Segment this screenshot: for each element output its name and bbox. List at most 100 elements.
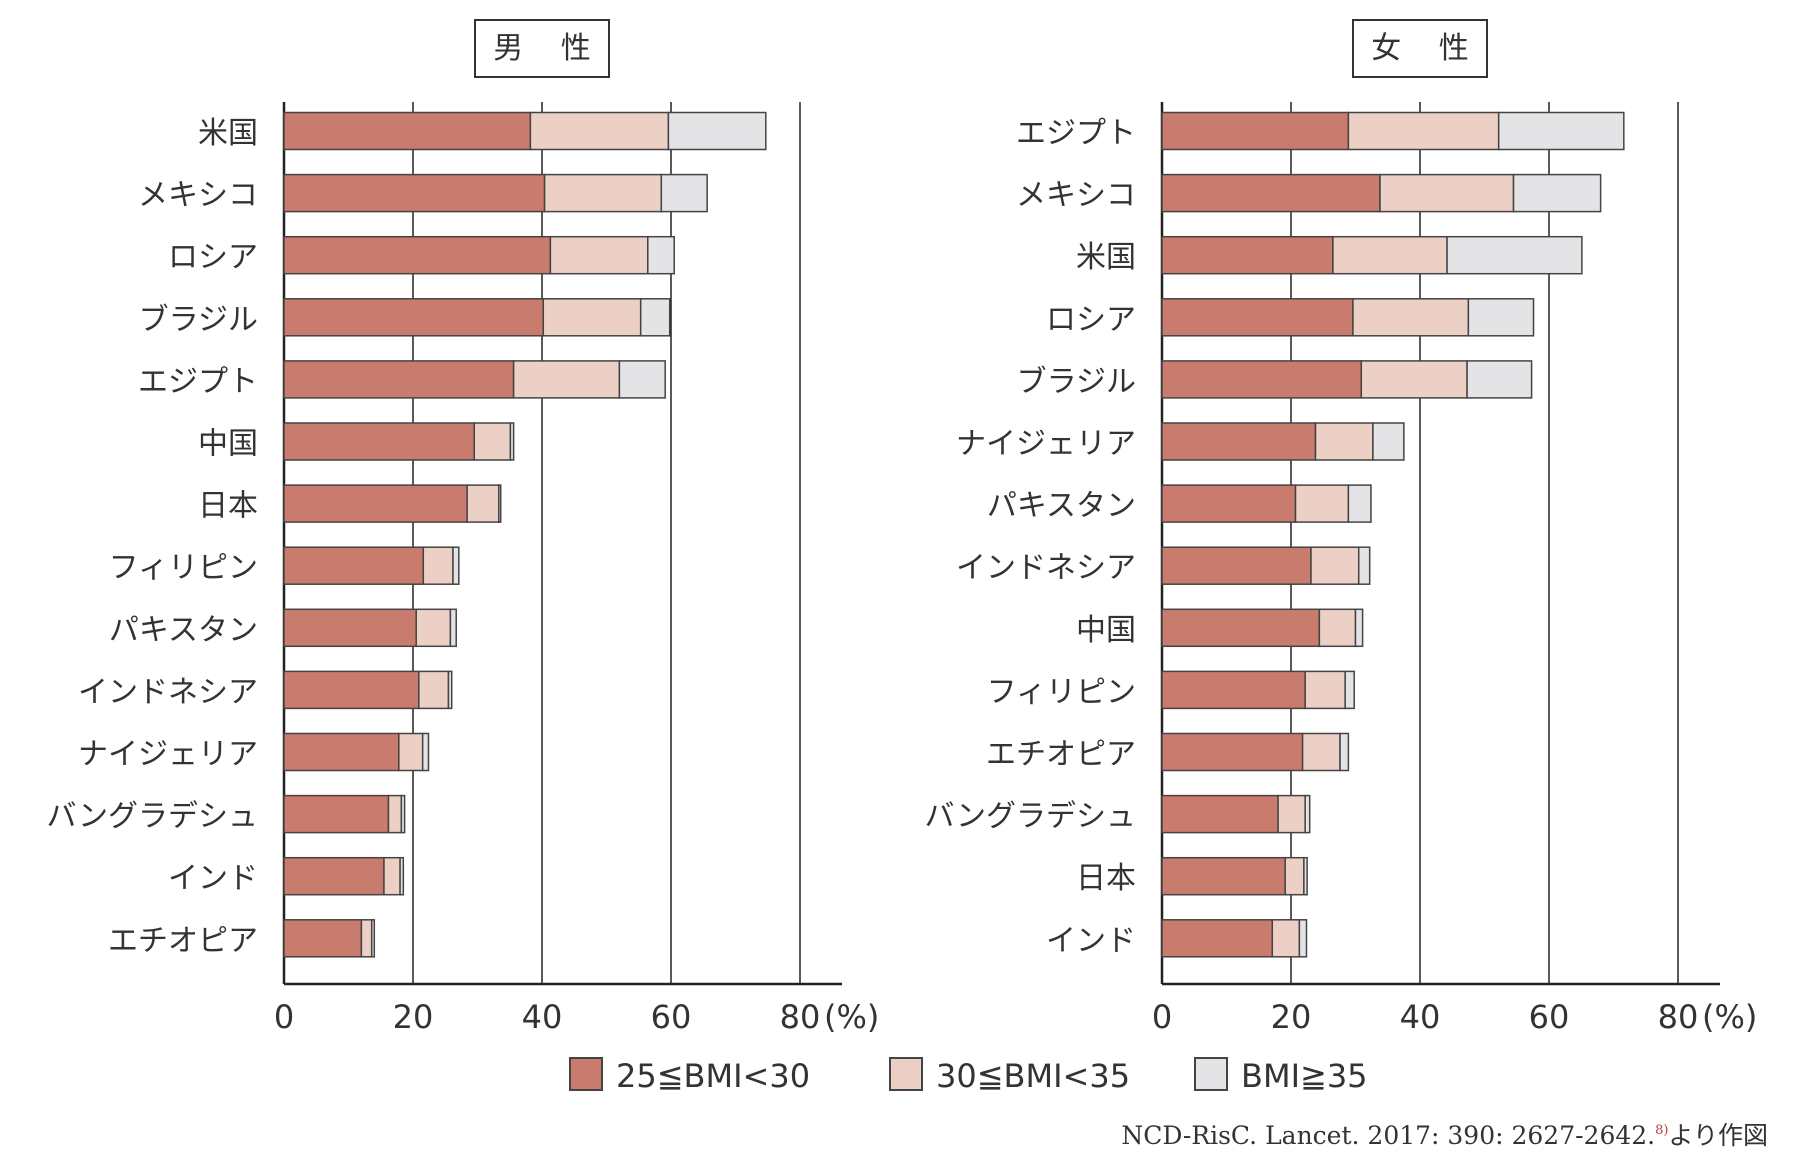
bar-segment (283, 608, 417, 648)
x-tick-label: 40 (1400, 998, 1441, 1036)
bar-segment (283, 422, 476, 461)
panel-title-box (1352, 19, 1488, 78)
bar-segment (1310, 546, 1360, 585)
category-label: ナイジェリア (956, 427, 1136, 462)
bar-segment (549, 235, 649, 275)
bar-segment (1301, 732, 1341, 772)
source-text: NCD-RisC. Lancet. 2017: 390: 2627-2642. (1121, 1121, 1655, 1150)
x-tick-label: 60 (651, 998, 692, 1036)
category-label: エジプト (138, 364, 258, 399)
bar-segment (543, 173, 663, 213)
bar-segment (283, 856, 385, 896)
female-panel: 女 性 0 20 40 60 80 (%) エジプトメキシコ米国ロシアブラジルナイジェリアパキ… (925, 19, 1757, 1036)
category-label: バングラデシュ (925, 799, 1137, 834)
bar-segment (512, 360, 621, 399)
panel-title-box (474, 19, 610, 78)
category-label: インドネシア (78, 675, 258, 710)
bar-segment (1277, 794, 1306, 834)
category-label: メキシコ (1016, 178, 1136, 213)
category-label: 中国 (198, 427, 258, 462)
bar-segment (1161, 484, 1297, 523)
bar-segment (1303, 856, 1308, 896)
x-unit-label: (%) (1702, 998, 1757, 1036)
x-tick-label: 80 (1658, 998, 1699, 1036)
bar-segment (1339, 732, 1350, 772)
bar-segment (283, 173, 546, 213)
bar-segment (1446, 235, 1583, 275)
bar-segment (283, 111, 532, 151)
bar-segment (1314, 422, 1374, 461)
bar-segment (542, 298, 642, 337)
bar-segment (283, 235, 552, 275)
bar-segment (1357, 546, 1371, 585)
bar-segment (383, 856, 401, 896)
bar-segment (1372, 422, 1405, 461)
bar-segment (283, 670, 420, 710)
x-tick-label: 20 (393, 998, 434, 1036)
bar-segment (283, 298, 545, 337)
bar-segment (418, 670, 450, 710)
bar-segment (1360, 360, 1468, 399)
bar-segment (618, 360, 666, 399)
legend-swatch (889, 1057, 923, 1091)
bar-segment (1318, 608, 1357, 648)
bar-segment (360, 919, 373, 958)
bar-segment (1161, 546, 1312, 585)
category-label: ブラジル (139, 302, 258, 337)
category-label: パキスタン (987, 489, 1136, 524)
x-tick-label: 80 (780, 998, 821, 1036)
bar-segment (1161, 608, 1321, 648)
category-label: 米国 (198, 116, 258, 151)
bar-segment (667, 111, 767, 151)
category-label: エチオピア (986, 737, 1136, 772)
category-label: バングラデシュ (47, 799, 259, 834)
bar-segment (1466, 360, 1533, 399)
bar-segment (1161, 919, 1274, 958)
panel-title: 女 性 (1371, 31, 1483, 66)
category-label: エチオピア (108, 923, 258, 958)
bar-segment (1161, 670, 1306, 710)
bar-segment (1379, 173, 1515, 213)
legend-label: 30≦BMI<35 (936, 1057, 1130, 1095)
male-panel: 男 性 0 20 40 60 80 (%) 米国メキシコロシアブラジルエジプト中国日本フィリピ… (47, 19, 879, 1036)
source-citation: NCD-RisC. Lancet. 2017: 390: 2627-2642.8… (1121, 1121, 1768, 1150)
bar-segment (1161, 732, 1304, 772)
bar-segment (283, 919, 363, 958)
bar-segment (639, 298, 671, 337)
bar-segment (283, 484, 468, 523)
category-label: 日本 (1076, 861, 1136, 896)
bar-segment (1161, 422, 1317, 461)
category-label: エジプト (1016, 116, 1136, 151)
bar-segment (370, 919, 376, 958)
bar-segment (498, 484, 502, 523)
bar-segment (1161, 111, 1350, 151)
bar-segment (509, 422, 515, 461)
bar-segment (1298, 919, 1308, 958)
bar-segment (1332, 235, 1448, 275)
bar-segment (1304, 670, 1346, 710)
bar-segment (1352, 298, 1470, 337)
bar-segment (1161, 298, 1354, 337)
bar-segment (452, 546, 460, 585)
legend-swatch (569, 1057, 603, 1091)
panels: 男 性0 20 40 60 80 (%)米国メキシコロシアブラジルエジプト中国日本フィリピ… (47, 19, 1757, 1036)
category-label: ナイジェリア (78, 737, 258, 772)
category-label: ロシア (1046, 302, 1136, 337)
legend-label: BMI≧35 (1241, 1057, 1368, 1095)
bar-segment (1467, 298, 1535, 337)
category-label: インドネシア (956, 551, 1136, 586)
bar-segment (1294, 484, 1350, 523)
source-ref: 8) (1655, 1123, 1668, 1138)
legend: 25≦BMI<30 30≦BMI<35 BMI≧35 (569, 1057, 1368, 1095)
legend-swatch (1194, 1057, 1228, 1091)
bar-segment (1271, 919, 1301, 958)
bar-segment (1161, 173, 1381, 213)
bar-segment (1347, 484, 1372, 523)
bar-segment (449, 608, 457, 648)
bar-segment (1512, 173, 1602, 213)
bar-segment (422, 546, 454, 585)
category-label: 中国 (1076, 613, 1136, 648)
bar-segment (283, 546, 425, 585)
bar-segment (1161, 856, 1286, 896)
